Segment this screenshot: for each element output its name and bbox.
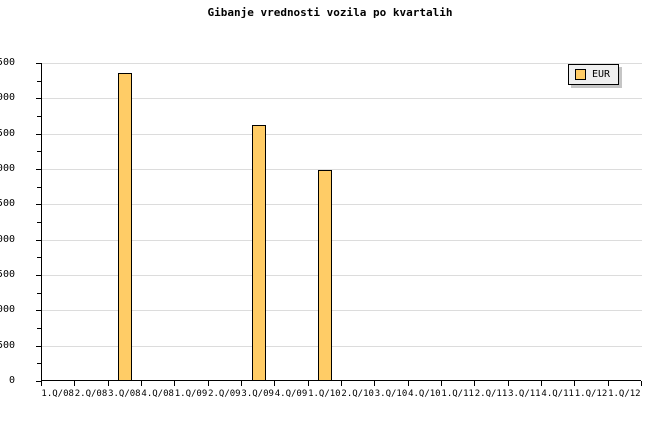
x-axis-tick-label: 1.Q/08	[41, 389, 74, 399]
bar	[251, 124, 266, 381]
gridline	[42, 240, 642, 241]
x-axis-tick-label: 4.Q/09	[274, 389, 308, 399]
y-axis-minor-tick	[37, 257, 41, 259]
gridline	[42, 98, 642, 99]
y-axis-tick-label: 1000	[0, 304, 15, 316]
x-axis-tick-label: 1.Q/12	[608, 389, 641, 399]
gridline	[42, 310, 642, 311]
x-axis-tick-label: 1.Q/11	[441, 389, 474, 399]
x-axis-tick-label: 2.Q/11	[474, 389, 508, 399]
x-axis-tick-label: 1.Q/09	[174, 389, 208, 399]
x-axis-tick	[108, 381, 109, 386]
gridline	[42, 346, 642, 347]
x-axis-tick	[41, 381, 42, 386]
y-axis-tick-label: 3000	[0, 163, 15, 174]
x-axis-tick-label: 4.Q/10	[408, 389, 441, 399]
gridline	[42, 134, 642, 135]
x-axis-tick-label: 2.Q/08	[74, 389, 108, 399]
y-axis-tick-label: 0	[8, 375, 15, 386]
x-axis-tick-label: 3.Q/10	[374, 389, 408, 399]
x-axis-tick-label: 4.Q/11	[541, 389, 574, 399]
y-axis-tick	[36, 133, 41, 135]
x-axis-tick	[241, 381, 242, 386]
y-axis-tick-label: 500	[0, 339, 15, 351]
y-axis-minor-tick	[37, 222, 41, 223]
y-axis-minor-tick	[37, 292, 41, 294]
x-axis-tick	[441, 381, 442, 386]
x-axis-tick	[374, 381, 375, 386]
x-axis-tick-label: 3.Q/09	[241, 389, 274, 399]
x-axis-tick-label: 2.Q/10	[341, 389, 374, 399]
bar	[318, 170, 333, 381]
gridline	[42, 275, 642, 276]
x-axis-tick	[308, 381, 309, 386]
y-axis-tick-label: 2500	[0, 198, 15, 210]
y-axis-tick	[36, 381, 41, 382]
x-axis-tick	[274, 381, 275, 386]
y-axis-tick-label: 1500	[0, 269, 15, 280]
x-axis-tick-label: 1.Q/10	[308, 389, 341, 399]
y-axis-minor-tick	[37, 116, 41, 117]
x-axis-tick	[174, 381, 175, 386]
x-axis-tick-label: 2.Q/09	[208, 389, 241, 399]
x-axis-tick	[541, 381, 542, 386]
x-axis-tick-label: 1.Q/12	[574, 389, 608, 399]
gridline	[42, 204, 642, 205]
x-axis-tick	[341, 381, 342, 386]
legend-label-eur: EUR	[592, 69, 611, 80]
x-axis-tick	[141, 381, 142, 386]
y-axis-minor-tick	[37, 80, 41, 82]
x-axis-tick-label: 4.Q/08	[141, 389, 174, 399]
y-axis-tick	[36, 169, 41, 170]
x-axis-tick	[408, 381, 409, 386]
plot-area	[41, 63, 642, 381]
x-axis-tick-label: 3.Q/11	[508, 389, 541, 399]
legend-swatch-eur	[575, 69, 586, 80]
x-axis-tick	[608, 381, 609, 386]
y-axis-minor-tick	[37, 328, 41, 329]
chart-legend: EUR	[568, 64, 620, 85]
gridline	[42, 169, 642, 170]
y-axis-tick	[36, 204, 41, 206]
chart-title: Gibanje vrednosti vozila po kvartalih	[207, 6, 453, 19]
x-axis-tick	[208, 381, 209, 386]
y-axis-tick	[36, 98, 41, 100]
bar	[118, 72, 133, 381]
y-axis-tick	[36, 310, 41, 312]
y-axis-minor-tick	[37, 151, 41, 153]
y-axis-minor-tick	[37, 186, 41, 188]
y-axis-tick	[36, 63, 41, 64]
x-axis-tick	[474, 381, 475, 386]
y-axis-tick	[36, 275, 41, 276]
y-axis-tick	[36, 239, 41, 241]
y-axis-tick	[36, 345, 41, 347]
x-axis-tick	[74, 381, 75, 386]
x-axis-tick-label: 3.Q/08	[108, 389, 141, 399]
gridline	[42, 63, 642, 64]
x-axis-tick	[508, 381, 509, 386]
y-axis-tick-label: 3500	[0, 127, 15, 139]
y-axis-tick-label: 4500	[0, 57, 15, 68]
x-axis-tick	[574, 381, 575, 386]
x-axis-tick	[641, 381, 642, 386]
y-axis-tick-label: 4000	[0, 92, 15, 104]
y-axis-tick-label: 2000	[0, 233, 15, 245]
y-axis-minor-tick	[37, 363, 41, 365]
